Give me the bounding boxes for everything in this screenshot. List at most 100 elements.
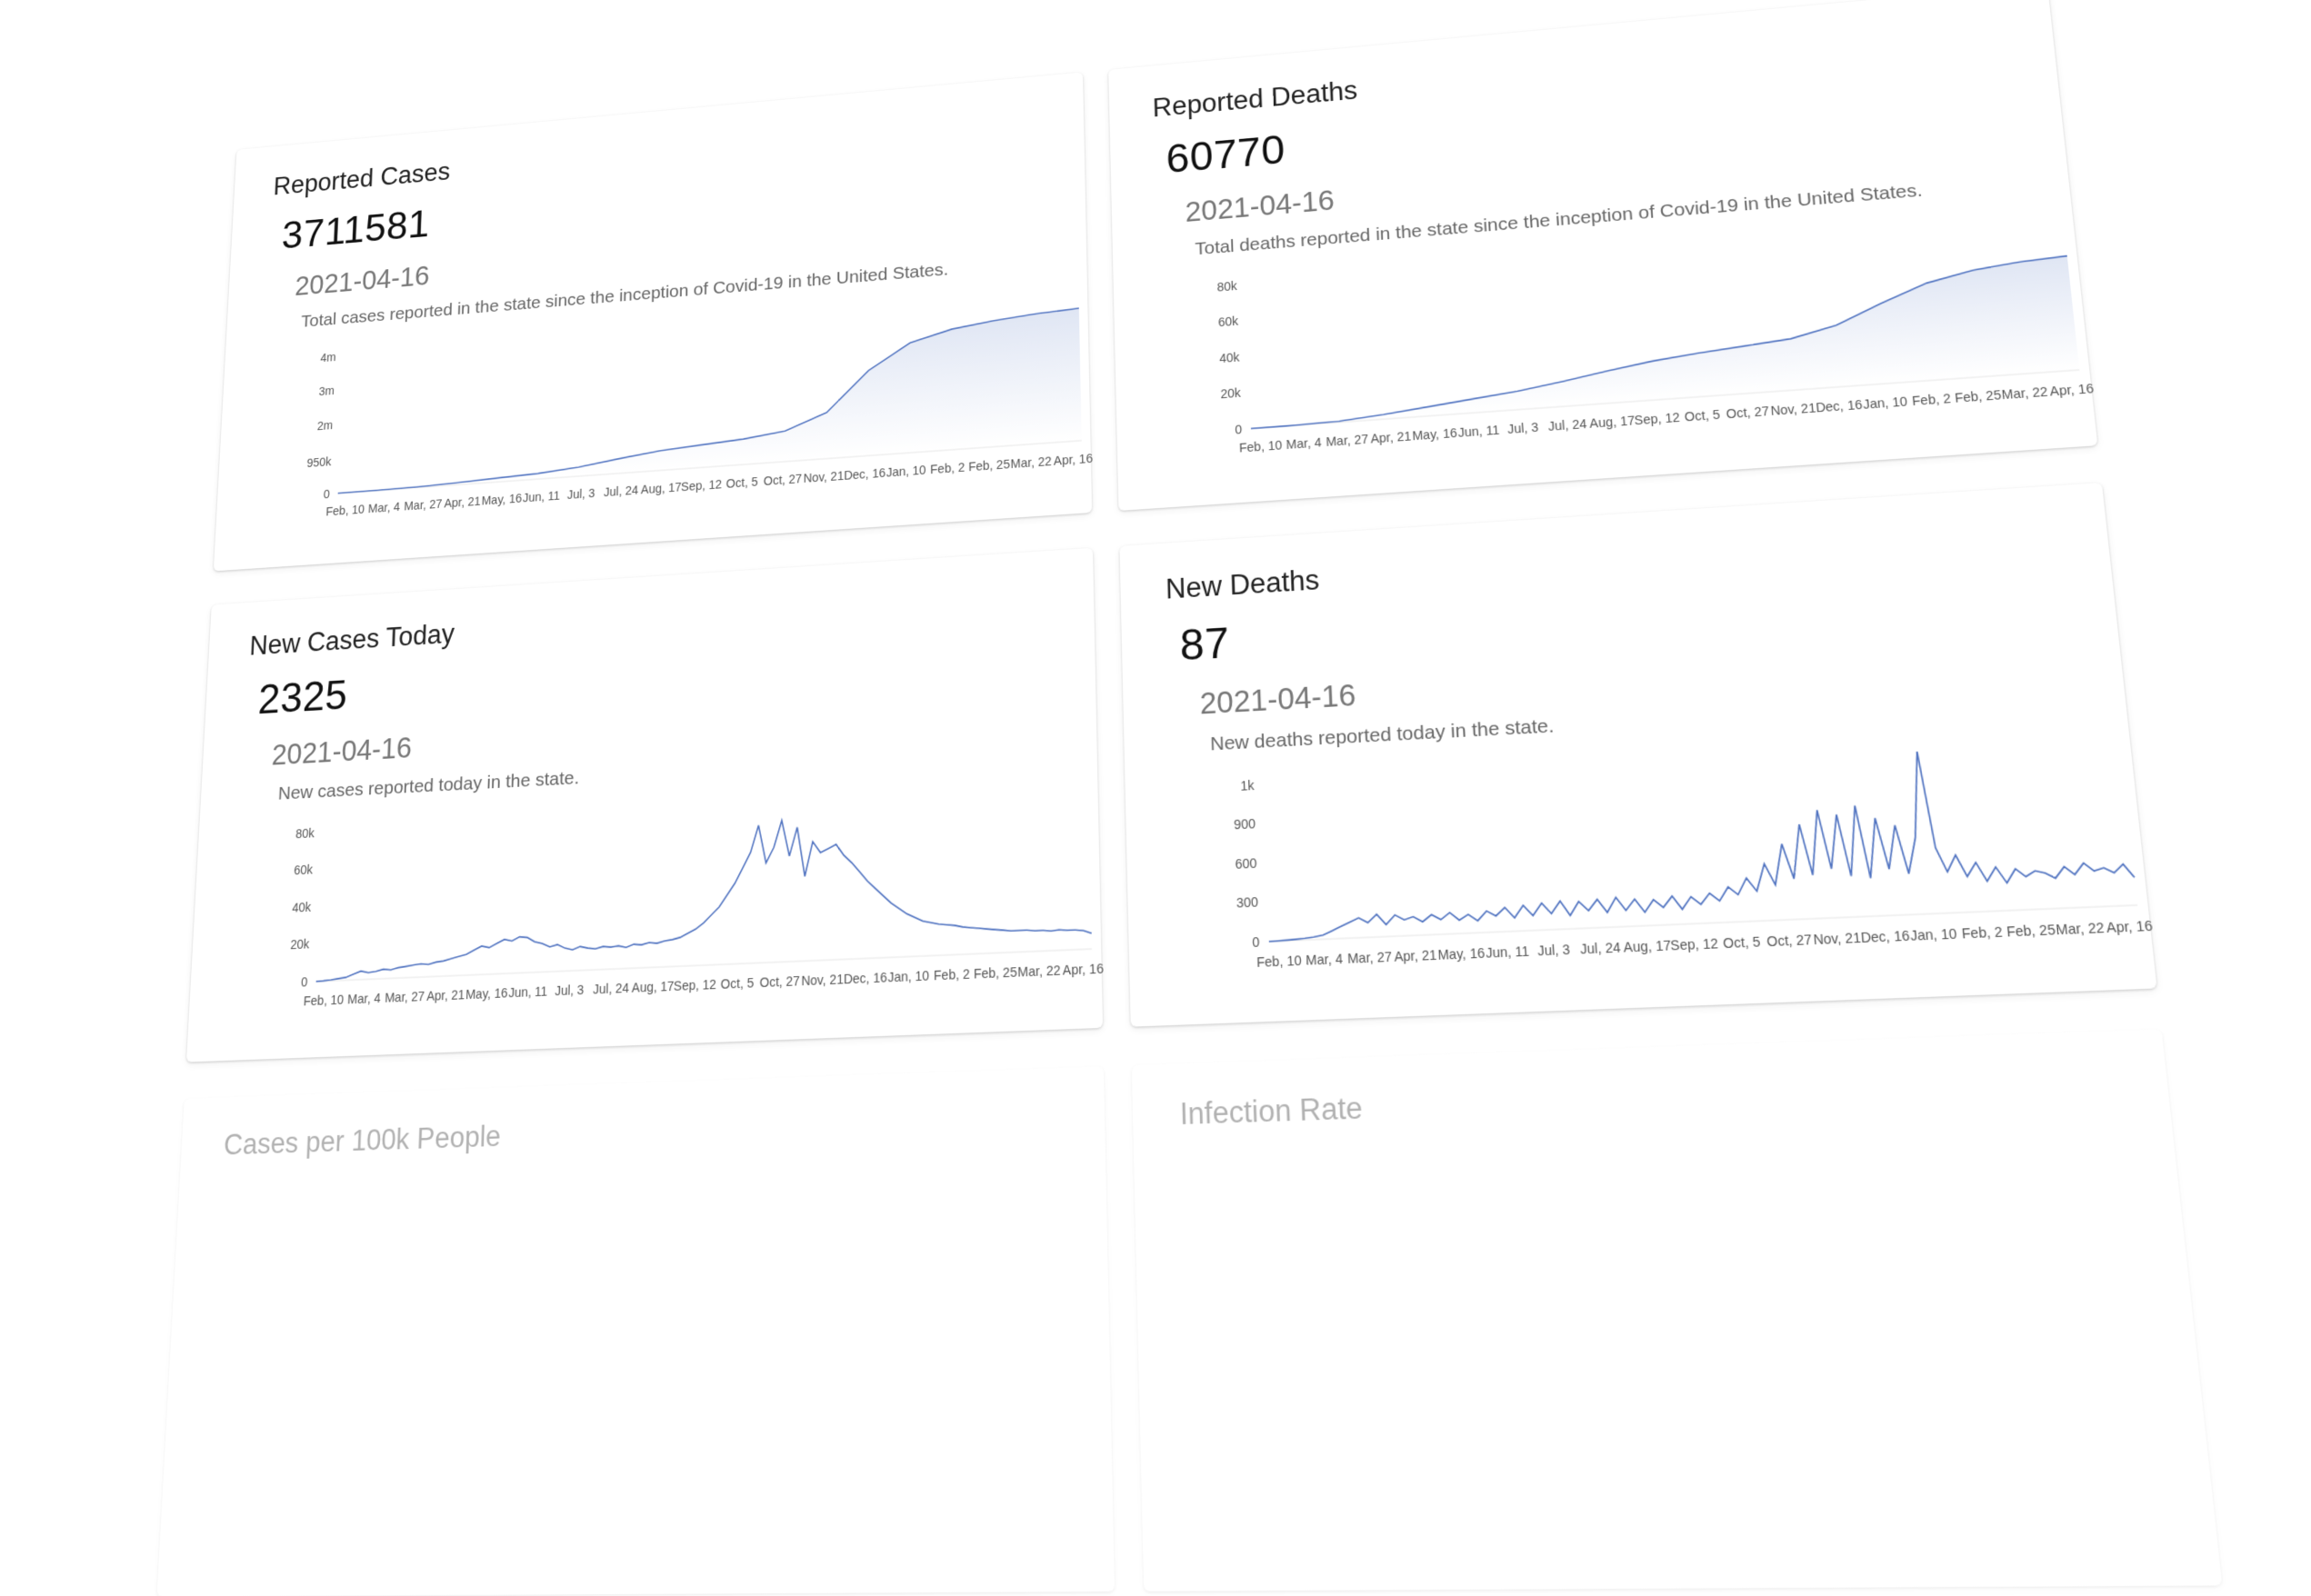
dashboard-grid: Reported Cases 3711581 2021-04-16 Total … (175, 0, 2278, 1267)
x-tick-label: Jan, 10 (886, 464, 926, 480)
x-tick-label: Mar, 27 (404, 497, 443, 513)
y-tick-label: 80k (295, 826, 315, 841)
y-tick-label: 0 (301, 975, 308, 990)
y-tick-label: 950k (306, 455, 332, 470)
y-tick-label: 4m (320, 351, 336, 364)
x-tick-label: Feb, 2 (934, 967, 970, 983)
new-deaths-chart: 03006009001kFeb, 10 Mar, 4 Mar, 27 Apr, 21 M… (1207, 726, 2163, 982)
x-tick-label: May, 16 (465, 986, 508, 1002)
x-tick-label: Feb, 2 (930, 461, 965, 476)
x-tick-label: Nov, 21 (1813, 931, 1861, 948)
x-tick-label: Mar, 27 (385, 990, 425, 1005)
x-tick-label: Apr, 16 (2049, 382, 2095, 399)
x-tick-label: Nov, 21 (804, 469, 845, 485)
x-tick-label: Jun, 11 (1457, 424, 1499, 440)
y-tick-label: 20k (290, 938, 310, 953)
y-tick-label: 3m (318, 384, 335, 398)
card-title: Cases per 100k People (223, 1101, 1067, 1162)
x-tick-label: May, 16 (481, 492, 522, 507)
x-tick-label: Apr, 21 (1370, 429, 1411, 445)
x-tick-label: Jul, 3 (567, 486, 595, 502)
x-tick-label: Oct, 27 (760, 974, 800, 991)
new-cases-chart: 0 20k 40k 60k 80k Feb, 10 Mar, 4 Mar, 27 Apr, 21… (264, 780, 1111, 1020)
x-tick-label: Mar, 4 (1286, 435, 1322, 452)
x-tick-label: Sep, 12 (1670, 936, 1719, 953)
x-tick-label: Mar, 22 (1011, 454, 1052, 471)
x-tick-label: Feb, 25 (968, 457, 1010, 474)
x-tick-label: Mar, 27 (1326, 433, 1368, 449)
x-tick-label: Oct, 27 (1766, 933, 1813, 950)
x-tick-label: Feb, 2 (1961, 924, 2003, 942)
x-tick-label: Jul, 3 (1507, 421, 1539, 436)
x-tick-label: Oct, 5 (1684, 408, 1720, 424)
cases-per-100k-card: Cases per 100k People (156, 1066, 1115, 1596)
x-tick-label: Jun, 11 (1486, 944, 1530, 961)
x-tick-label: Jan, 10 (1863, 394, 1909, 412)
x-tick-label: Jan, 10 (1909, 926, 1957, 943)
x-tick-label: Feb, 10 (1256, 953, 1302, 970)
y-tick-label: 2m (317, 419, 334, 433)
x-tick-label: Sep, 12 (681, 478, 722, 494)
x-tick-label: Apr, 16 (1063, 962, 1105, 978)
y-tick-label: 0 (1235, 423, 1243, 436)
x-tick-label: Jul, 3 (555, 983, 585, 998)
x-tick-label: Mar, 4 (347, 992, 381, 1007)
x-tick-label: Mar, 4 (368, 500, 401, 515)
x-tick-label: Jan, 10 (887, 969, 929, 985)
x-tick-label: Dec, 16 (844, 971, 887, 987)
x-tick-label: Aug, 17 (641, 481, 682, 497)
y-tick-label: 20k (1220, 386, 1241, 401)
x-tick-label: Oct, 5 (1723, 934, 1761, 951)
x-tick-label: Jul, 3 (1537, 943, 1571, 959)
x-tick-label: Aug, 17 (1623, 938, 1671, 955)
x-tick-label: Mar, 27 (1347, 950, 1393, 966)
x-tick-label: Oct, 27 (1726, 404, 1769, 422)
new-deaths-card: New Deaths 87 2021-04-16 New deaths repo… (1119, 483, 2156, 1027)
new-cases-card: New Cases Today 2325 2021-04-16 New case… (186, 548, 1103, 1062)
x-tick-label: Jul, 24 (593, 981, 629, 996)
y-tick-label: 300 (1236, 895, 1259, 911)
y-tick-label: 60k (1218, 314, 1239, 329)
x-tick-label: Feb, 25 (2006, 923, 2056, 940)
y-tick-label: 40k (1219, 351, 1240, 365)
x-tick-label: Sep, 12 (1634, 411, 1680, 428)
x-tick-label: Sep, 12 (674, 977, 716, 993)
x-tick-label: Feb, 10 (304, 993, 345, 1008)
x-tick-label: Mar, 4 (1306, 952, 1344, 968)
x-tick-label: Aug, 17 (632, 979, 675, 995)
x-tick-label: Nov, 21 (1770, 401, 1816, 418)
x-tick-label: Feb, 10 (325, 503, 365, 518)
x-tick-label: Jun, 11 (508, 984, 547, 1000)
y-tick-label: 80k (1216, 279, 1237, 294)
y-tick-label: 1k (1240, 778, 1255, 793)
y-tick-label: 40k (292, 901, 312, 915)
x-tick-label: Apr, 21 (444, 494, 481, 510)
reported-cases-card: Reported Cases 3711581 2021-04-16 Total … (214, 72, 1092, 571)
dashboard-stage: Reported Cases 3711581 2021-04-16 Total … (0, 0, 2311, 1194)
x-tick-label: Oct, 27 (764, 472, 802, 487)
series-line (316, 805, 1092, 982)
x-tick-label: May, 16 (1437, 946, 1486, 963)
x-tick-label: Jun, 11 (523, 489, 560, 504)
x-tick-label: Nov, 21 (801, 973, 844, 989)
x-tick-label: Jul, 24 (604, 484, 639, 499)
reported-deaths-card: Reported Deaths 60770 2021-04-16 Total d… (1108, 0, 2097, 511)
x-tick-label: Mar, 22 (2001, 384, 2048, 402)
x-tick-label: Mar, 22 (1017, 963, 1060, 980)
x-tick-label: Feb, 25 (1954, 388, 2002, 405)
y-tick-label: 600 (1235, 856, 1257, 872)
card-title: Infection Rate (1179, 1065, 2126, 1132)
x-tick-label: Oct, 5 (721, 976, 755, 992)
x-tick-label: May, 16 (1412, 426, 1457, 443)
x-tick-label: Oct, 5 (726, 475, 758, 491)
infection-rate-card: Infection Rate (1132, 1029, 2223, 1591)
x-tick-label: Apr, 16 (2106, 918, 2154, 935)
series-line (1264, 742, 2137, 942)
x-tick-label: Jul, 24 (1548, 417, 1588, 434)
x-tick-label: Mar, 22 (2056, 921, 2106, 938)
x-tick-label: Feb, 2 (1912, 392, 1952, 408)
x-tick-label: Dec, 16 (1860, 928, 1910, 945)
x-tick-label: Feb, 25 (974, 965, 1017, 982)
y-tick-label: 0 (323, 488, 330, 502)
x-tick-label: Apr, 21 (1394, 948, 1437, 964)
